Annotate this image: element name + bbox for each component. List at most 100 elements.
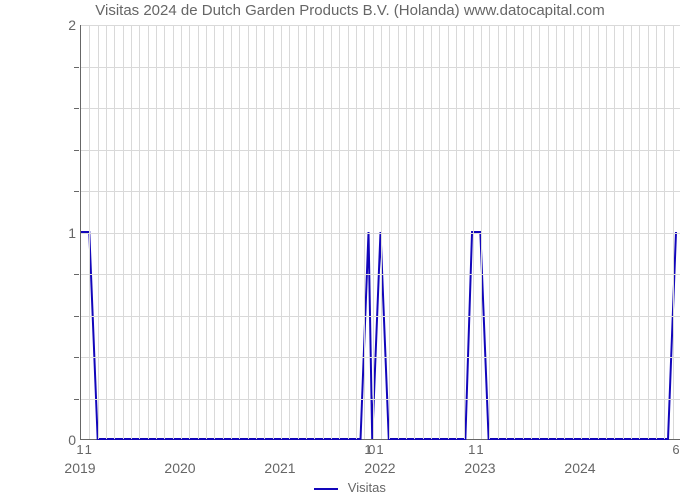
grid-vertical: [514, 25, 515, 439]
y-tick-minor: [74, 191, 79, 192]
grid-vertical: [573, 25, 574, 439]
grid-vertical: [656, 25, 657, 439]
y-tick-minor: [74, 357, 79, 358]
legend: Visitas: [0, 480, 700, 495]
x-tick-label: 2019: [64, 460, 95, 476]
grid-vertical: [306, 25, 307, 439]
grid-vertical: [256, 25, 257, 439]
data-point-label: 1: [76, 442, 83, 457]
grid-vertical: [223, 25, 224, 439]
data-point-label: 1: [85, 442, 92, 457]
grid-vertical: [389, 25, 390, 439]
grid-vertical: [464, 25, 465, 439]
grid-vertical: [239, 25, 240, 439]
grid-vertical: [98, 25, 99, 439]
data-point-label: 1: [468, 442, 475, 457]
x-tick-label: 2022: [364, 460, 395, 476]
y-tick-minor: [74, 316, 79, 317]
grid-vertical: [498, 25, 499, 439]
grid-vertical: [148, 25, 149, 439]
grid-vertical: [281, 25, 282, 439]
grid-vertical: [581, 25, 582, 439]
grid-vertical: [214, 25, 215, 439]
grid-vertical: [156, 25, 157, 439]
data-point-label: 0: [368, 442, 375, 457]
grid-vertical: [331, 25, 332, 439]
y-tick-minor: [74, 399, 79, 400]
grid-vertical: [531, 25, 532, 439]
data-point-label: 1: [476, 442, 483, 457]
legend-swatch: [314, 488, 338, 490]
grid-vertical: [448, 25, 449, 439]
y-tick-label: 0: [58, 432, 76, 448]
grid-vertical: [614, 25, 615, 439]
grid-vertical: [356, 25, 357, 439]
grid-vertical: [589, 25, 590, 439]
grid-vertical: [348, 25, 349, 439]
y-tick-minor: [74, 150, 79, 151]
grid-vertical: [273, 25, 274, 439]
grid-vertical: [264, 25, 265, 439]
grid-vertical: [556, 25, 557, 439]
grid-vertical: [564, 25, 565, 439]
grid-vertical: [198, 25, 199, 439]
grid-vertical: [114, 25, 115, 439]
grid-vertical: [548, 25, 549, 439]
grid-vertical: [314, 25, 315, 439]
grid-vertical: [231, 25, 232, 439]
grid-vertical: [414, 25, 415, 439]
grid-vertical: [648, 25, 649, 439]
grid-vertical: [673, 25, 674, 439]
grid-vertical: [456, 25, 457, 439]
data-point-label: 1: [376, 442, 383, 457]
grid-vertical: [89, 25, 90, 439]
grid-vertical: [606, 25, 607, 439]
x-tick-label: 2020: [164, 460, 195, 476]
grid-vertical: [489, 25, 490, 439]
y-tick-label: 2: [58, 17, 76, 33]
chart-container: Visitas 2024 de Dutch Garden Products B.…: [0, 0, 700, 500]
grid-vertical: [523, 25, 524, 439]
grid-vertical: [423, 25, 424, 439]
x-tick-label: 2024: [564, 460, 595, 476]
grid-vertical: [206, 25, 207, 439]
y-tick-minor: [74, 108, 79, 109]
x-tick-label: 2023: [464, 460, 495, 476]
grid-vertical: [631, 25, 632, 439]
grid-vertical: [539, 25, 540, 439]
grid-vertical: [123, 25, 124, 439]
grid-vertical: [139, 25, 140, 439]
grid-vertical: [639, 25, 640, 439]
grid-vertical: [481, 25, 482, 439]
data-point-label: 6: [672, 442, 679, 457]
grid-vertical: [173, 25, 174, 439]
grid-vertical: [323, 25, 324, 439]
grid-vertical: [506, 25, 507, 439]
plot-area: [80, 25, 680, 440]
y-tick-label: 1: [58, 225, 76, 241]
grid-vertical: [289, 25, 290, 439]
grid-vertical: [181, 25, 182, 439]
grid-vertical: [398, 25, 399, 439]
grid-vertical: [373, 25, 374, 439]
grid-vertical: [248, 25, 249, 439]
grid-vertical: [473, 25, 474, 439]
grid-vertical: [339, 25, 340, 439]
grid-vertical: [381, 25, 382, 439]
grid-vertical: [106, 25, 107, 439]
legend-label: Visitas: [348, 480, 386, 495]
grid-vertical: [623, 25, 624, 439]
grid-vertical: [664, 25, 665, 439]
y-tick-minor: [74, 67, 79, 68]
grid-vertical: [364, 25, 365, 439]
grid-vertical: [406, 25, 407, 439]
chart-title: Visitas 2024 de Dutch Garden Products B.…: [0, 2, 700, 19]
grid-vertical: [439, 25, 440, 439]
grid-vertical: [164, 25, 165, 439]
grid-vertical: [298, 25, 299, 439]
x-tick-label: 2021: [264, 460, 295, 476]
y-tick-minor: [74, 274, 79, 275]
grid-vertical: [189, 25, 190, 439]
grid-vertical: [131, 25, 132, 439]
grid-vertical: [598, 25, 599, 439]
